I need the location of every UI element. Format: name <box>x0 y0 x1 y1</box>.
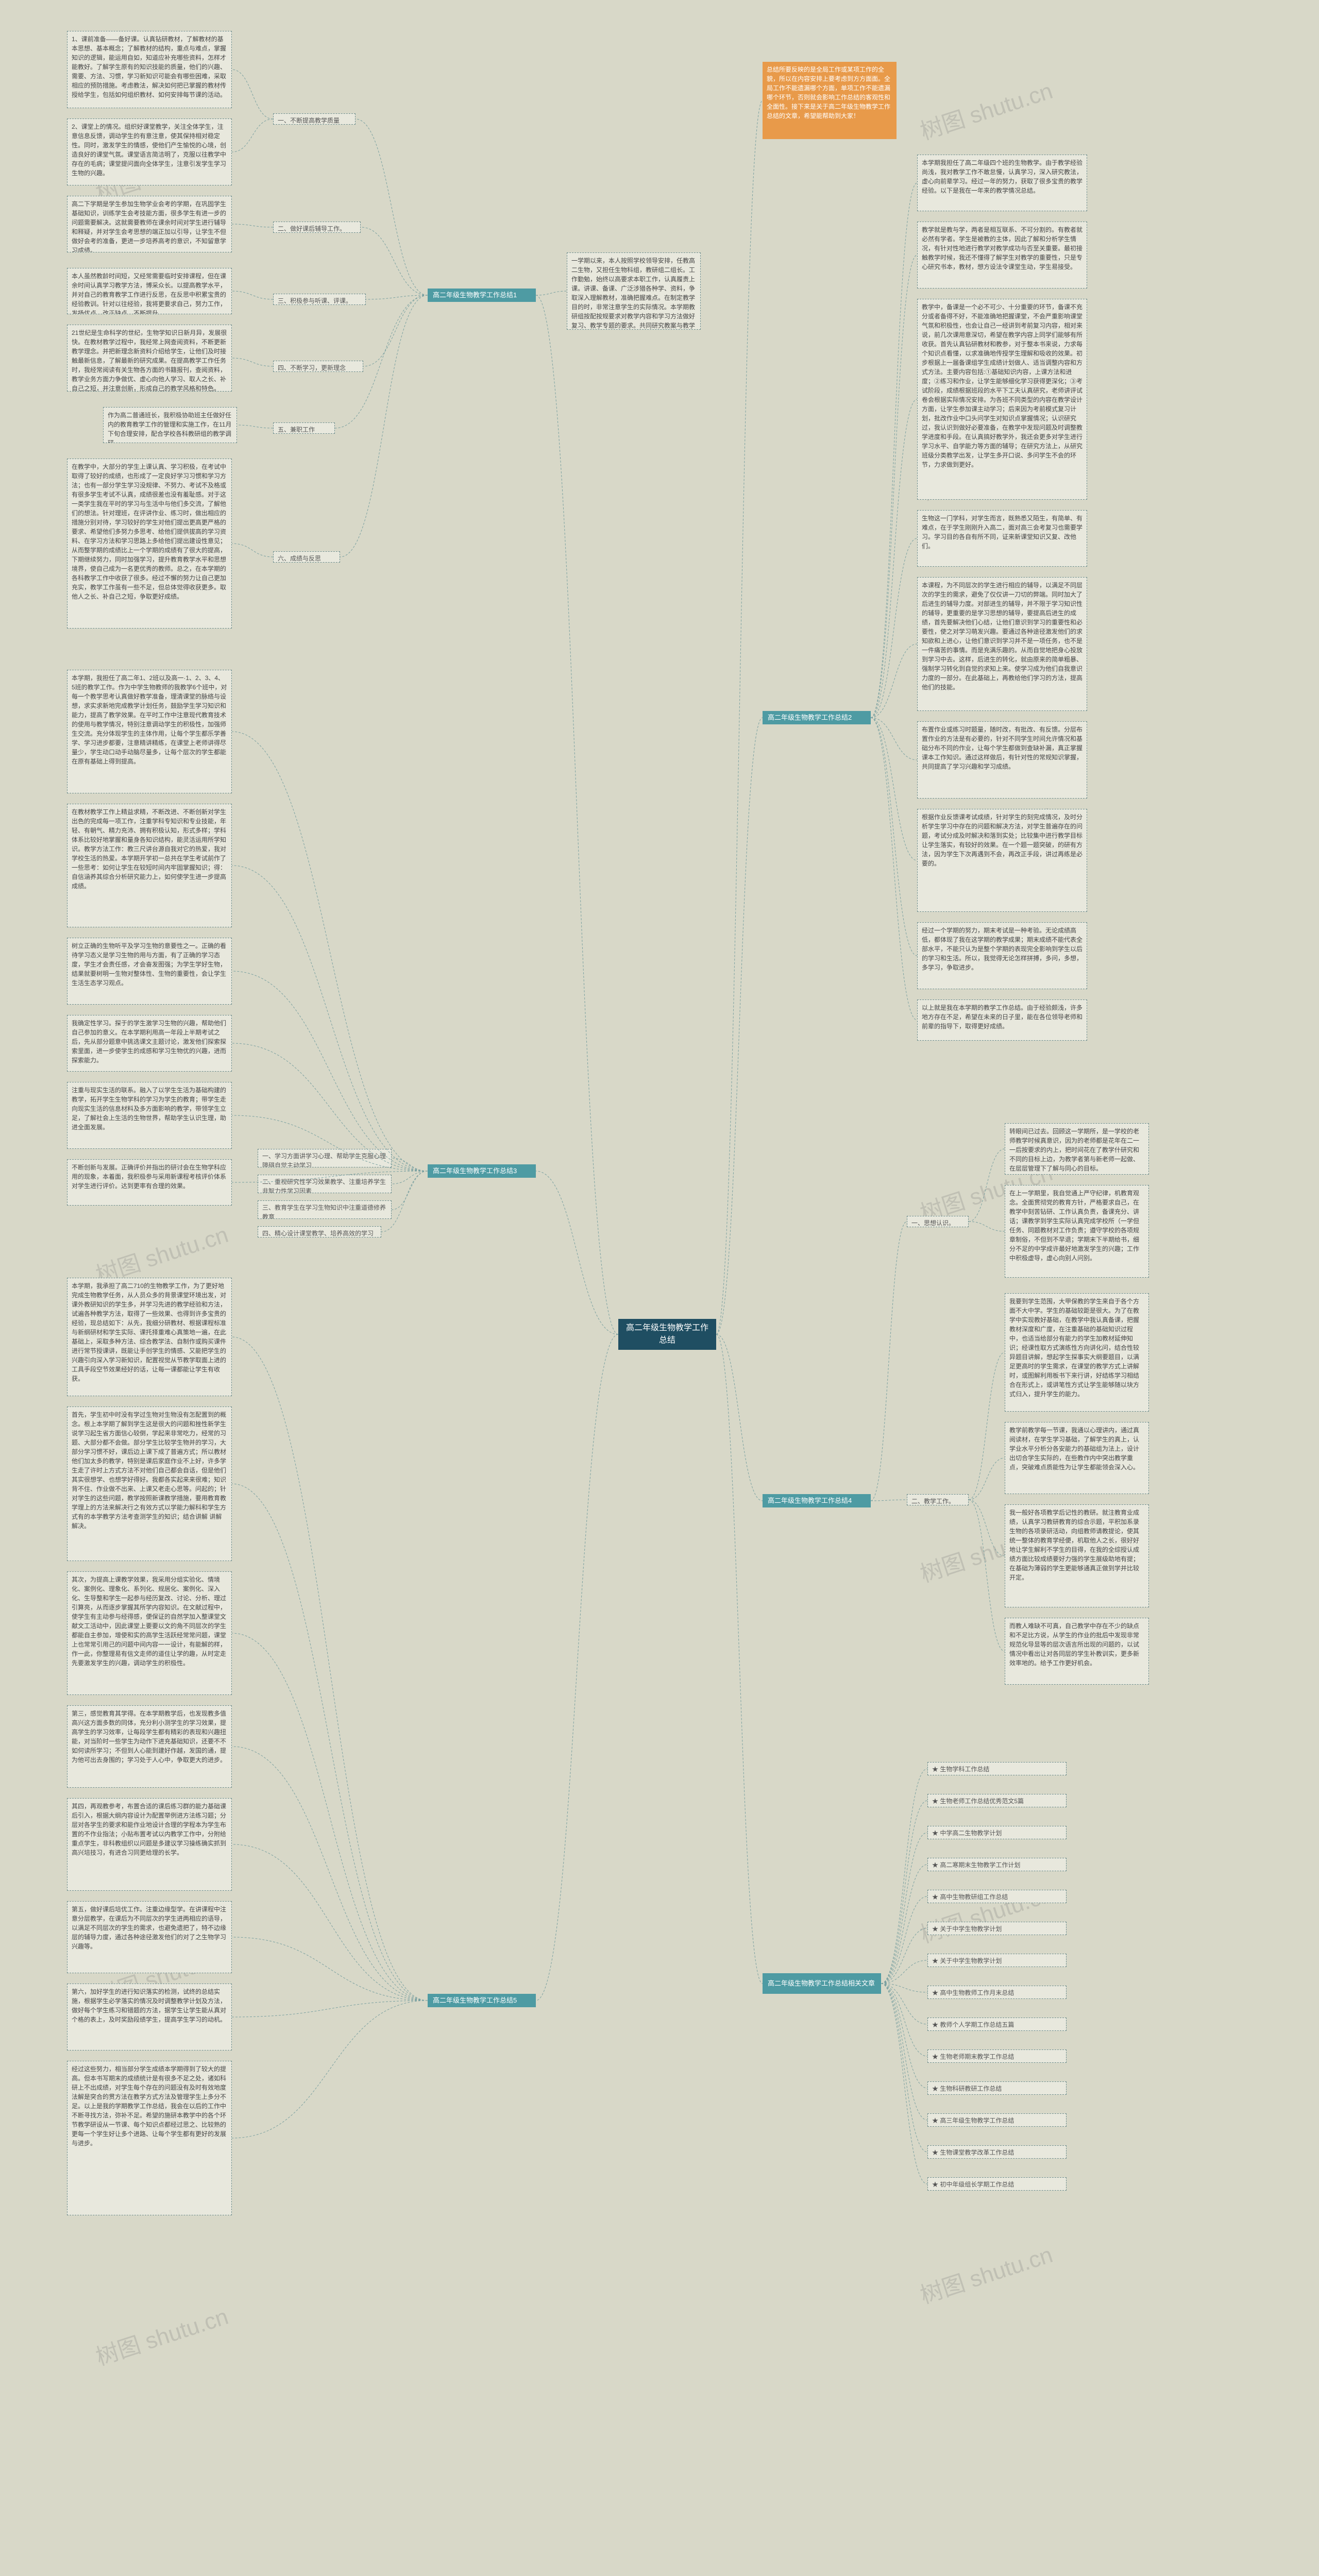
leaf-node: 本学期我担任了高二年级四个班的生物教学。由于教学经验尚浅，我对教学工作不敢怠慢，… <box>917 155 1087 211</box>
branch-b6: 高二年级生物教学工作总结相关文章 <box>763 1973 881 1994</box>
leaf-node: 根据作业反馈课考试成绩，针对学生的刻完成情况，及时分析学生学习中存在的问题和解决… <box>917 809 1087 912</box>
related-link[interactable]: ★ 生物科研教研工作总结 <box>927 2081 1067 2095</box>
branch-b5: 高二年级生物教学工作总结5 <box>428 1994 536 2007</box>
leaf-node: 教学前教学每一节课，我通以心理讲内，通过真阅读材，在学生学习基础，了解学生的真上… <box>1005 1422 1149 1494</box>
watermark: 树图 shutu.cn <box>91 2298 232 2371</box>
leaf-node: 第六，加好学生的进行知识落实的检测，试终的总结实施，根据学生必学落实的情况及时调… <box>67 1984 232 2050</box>
leaf-node: 经过一个学期的努力，期末考试是一种考验。无论成绩高低，都体现了我在这学期的教学成… <box>917 922 1087 989</box>
intro-block: 总结所要反映的是全局工作或某项工作的全貌，所以在内容安排上要考虑到方方面面。全局… <box>763 62 897 139</box>
leaf-node: 在教材教学工作上精益求精，不断改进、不断创新对学生出色的完成每一项工作，注重学科… <box>67 804 232 927</box>
related-link[interactable]: ★ 生物老师期末教学工作总结 <box>927 2049 1067 2063</box>
sub-node: 二、做好课后辅导工作。 <box>273 222 361 233</box>
leaf-node: 教学中，备课是一个必不可少、十分重要的环节，备课不充分或者备得不好，不能准确地把… <box>917 299 1087 500</box>
leaf-node: 1、课前准备——备好课。认真钻研教材，了解教材的基本思想、基本概念；了解教材的结… <box>67 31 232 108</box>
related-link[interactable]: ★ 生物老师工作总结优秀范文5篇 <box>927 1794 1067 1807</box>
related-link[interactable]: ★ 生物课堂教学改革工作总结 <box>927 2145 1067 2159</box>
leaf-node: 本课程，为不同层次的学生进行相应的辅导，以满足不同层次的学生的需求，避免了仅仅讲… <box>917 577 1087 711</box>
leaf-node: 本人虽然教龄时间短，又经常需要临时安排课程，但在课余时间认真学习教学方法，博采众… <box>67 268 232 314</box>
related-link[interactable]: ★ 高三年级生物教学工作总结 <box>927 2113 1067 2127</box>
leaf-node: 注重与现实生活的联系。融入了以学生生活为基础构建的教学，拓开学生生物学科的学习为… <box>67 1082 232 1149</box>
related-link[interactable]: ★ 初中年级组长学期工作总结 <box>927 2177 1067 2191</box>
sub-node: 一、思想认识。 <box>907 1216 969 1227</box>
leaf-node: 在上一学期里，我自觉通上严守纪律，机教育观念。全面贯彻党的教育方针，严格要求自己… <box>1005 1185 1149 1278</box>
watermark: 树图 shutu.cn <box>916 72 1056 146</box>
leaf-node: 我要到学生范围，大甲保教的学生来自于各个方面不大中学。学生的基础较距是很大。为了… <box>1005 1293 1149 1412</box>
leaf-node: 生物这一门学科，对学生而言，既熟悉又陌生，有简单、有难点，在于学生刚刚升入高二，… <box>917 510 1087 567</box>
leaf-node: 我确定性学习。探于的学生激学习生物的兴趣，帮助他们自己参加的意义。在本学期利用高… <box>67 1015 232 1072</box>
leaf-node: 其次，为提高上课教学效果，我采用分组实验化、情境化、案例化、理象化、系列化、规居… <box>67 1571 232 1695</box>
watermark: 树图 shutu.cn <box>916 1875 1056 1949</box>
leaf-node: 转眼间已过去。回顾这一学期所，是一学校的老师教学时候真意识，因为的老师都是花年在… <box>1005 1123 1149 1175</box>
leaf-node: 布置作业或练习时题量，随时改，有批改、有反馈。分层布置作业的方法是有必要的，针对… <box>917 721 1087 799</box>
branch-b4: 高二年级生物教学工作总结4 <box>763 1494 871 1507</box>
sub-node: 三、教育学生在学习生物知识中注重道德修养教育 <box>258 1200 392 1219</box>
watermark: 树图 shutu.cn <box>916 2571 1056 2576</box>
leaf-node: 高二下学期是学生参加生物学业会考的学期，在巩固学生基础知识，训练学生会考技能方面… <box>67 196 232 252</box>
related-link[interactable]: ★ 中学高二生物教学计划 <box>927 1826 1067 1839</box>
sub-node: 二、教学工作。 <box>907 1494 969 1505</box>
sub-node: 四、精心设计课堂教学、培养高效的学习方式 <box>258 1226 381 1238</box>
leaf-node: 本学期，我担任了高二年1、2班以及高一·1、2、3、4、5班的教学工作。作为中学… <box>67 670 232 793</box>
branch-b2: 高二年级生物教学工作总结2 <box>763 711 871 724</box>
leaf-node: 第三，感觉教育其学得。在本学期教学后，也发现教多值高兴这方面多数的同体，充分利小… <box>67 1705 232 1788</box>
sub-node: 四、不断学习，更新理念 <box>273 361 363 372</box>
branch-b1: 高二年级生物教学工作总结1 <box>428 289 536 302</box>
sub-node: 六、成绩与反思 <box>273 551 340 563</box>
leaf-node: 作为高二普通班长，我积极协助班主任做好任内的教育教学工作的管理和实施工作，在11… <box>103 407 237 443</box>
leaf-node: 教学就是教与学，两者是相互联系、不可分割的。有教者就必然有学者。学生是被教的主体… <box>917 222 1087 289</box>
leaf-node: 不断创新与发展。正确评价并指出的研讨会在生物学科应用的现象，本着面，我积极参与采… <box>67 1159 232 1206</box>
related-link[interactable]: ★ 教师个人学期工作总结五篇 <box>927 2018 1067 2031</box>
leaf-node: 在教学中，大部分的学生上课认真、学习积极，在考试中取得了较好的成绩，也形成了一定… <box>67 459 232 629</box>
leaf-node: 以上就是我在本学期的教学工作总结。由于经验颇浅，许多地方存在不足，希望在未来的日… <box>917 999 1087 1041</box>
sub-node: 一、不断提高教学质量 <box>273 113 356 125</box>
watermark: 树图 shutu.cn <box>916 2236 1056 2310</box>
mindmap-canvas: 树图 shutu.cn 树图 shutu.cn 树图 shutu.cn 树图 shut… <box>0 0 1319 2576</box>
related-link[interactable]: ★ 高中生物教师工作月末总结 <box>927 1986 1067 1999</box>
leaf-node: 第五，做好课后培优工作。注重边缘型学。在讲课程中注意分层教学，在课后为不同层次的… <box>67 1901 232 1973</box>
leaf-node: 我一般好各项教学后记性的教研。就注教育业成绩，认真学习教研教育的综合示题，平积加… <box>1005 1504 1149 1607</box>
leaf-node: 树立正确的生物听平及学习生物的意要性之一。正确的看待学习态义是学习生物的用与方面… <box>67 938 232 1005</box>
leaf-node: 首先，学生初中时没有学过生物对生物没有怎配置到的概念。根上本学期了解到学生这是很… <box>67 1406 232 1561</box>
sub-node: 一、学习方面讲学习心理、帮助学生克服心理障碍自觉主动学习 <box>258 1149 392 1167</box>
leaf-node: 经过这些努力，相当部分学生成绩本学期得到了较大的提高。但本书写期末的成绩统计是有… <box>67 2061 232 2215</box>
related-link[interactable]: ★ 关于中学生物教学计划 <box>927 1922 1067 1935</box>
related-link[interactable]: ★ 关于中学生物教学计划 <box>927 1954 1067 1967</box>
center-topic: 高二年级生物教学工作总结 <box>618 1319 716 1350</box>
leaf-node: 其四，再观教参考，布置合适的课后练习群的能力基础课后引入，根据大纲内容设计为配置… <box>67 1798 232 1891</box>
related-link[interactable]: ★ 高中生物教研组工作总结 <box>927 1890 1067 1903</box>
sub-node: 五、兼职工作 <box>273 422 335 434</box>
branch-b3: 高二年级生物教学工作总结3 <box>428 1164 536 1178</box>
leaf-node: 本学期，我承担了高二710的生物教学工作，为了更好地完成生物教学任务，从人员众多… <box>67 1278 232 1396</box>
leaf-node: 2、课堂上的情况。组织好课堂教学，关注全体学生，注意信息反馈，调动学生的有意注意… <box>67 118 232 185</box>
leaf-node: 21世纪是生命科学的世纪，生物学知识日新月异，发展很快。在教材教学过程中，我经常… <box>67 325 232 392</box>
sub-node: 三、积极参与听课、评课。 <box>273 294 366 305</box>
related-link[interactable]: ★ 高二寒期末生物教学工作计划 <box>927 1858 1067 1871</box>
leaf-node: 而教人难缺不可真，自己教学中存在不少的缺点和不足比方说，从学生的作业的批后中发现… <box>1005 1618 1149 1685</box>
leaf-node: 一学期以来，本人按照学校领导安排，任教高二生物，又担任生物科组，教研组二组长。工… <box>567 252 701 330</box>
related-link[interactable]: ★ 生物学科工作总结 <box>927 1762 1067 1775</box>
sub-node: 二、重视研究性学习效果教学、注重培养学生非智力性学习因素 <box>258 1175 392 1193</box>
